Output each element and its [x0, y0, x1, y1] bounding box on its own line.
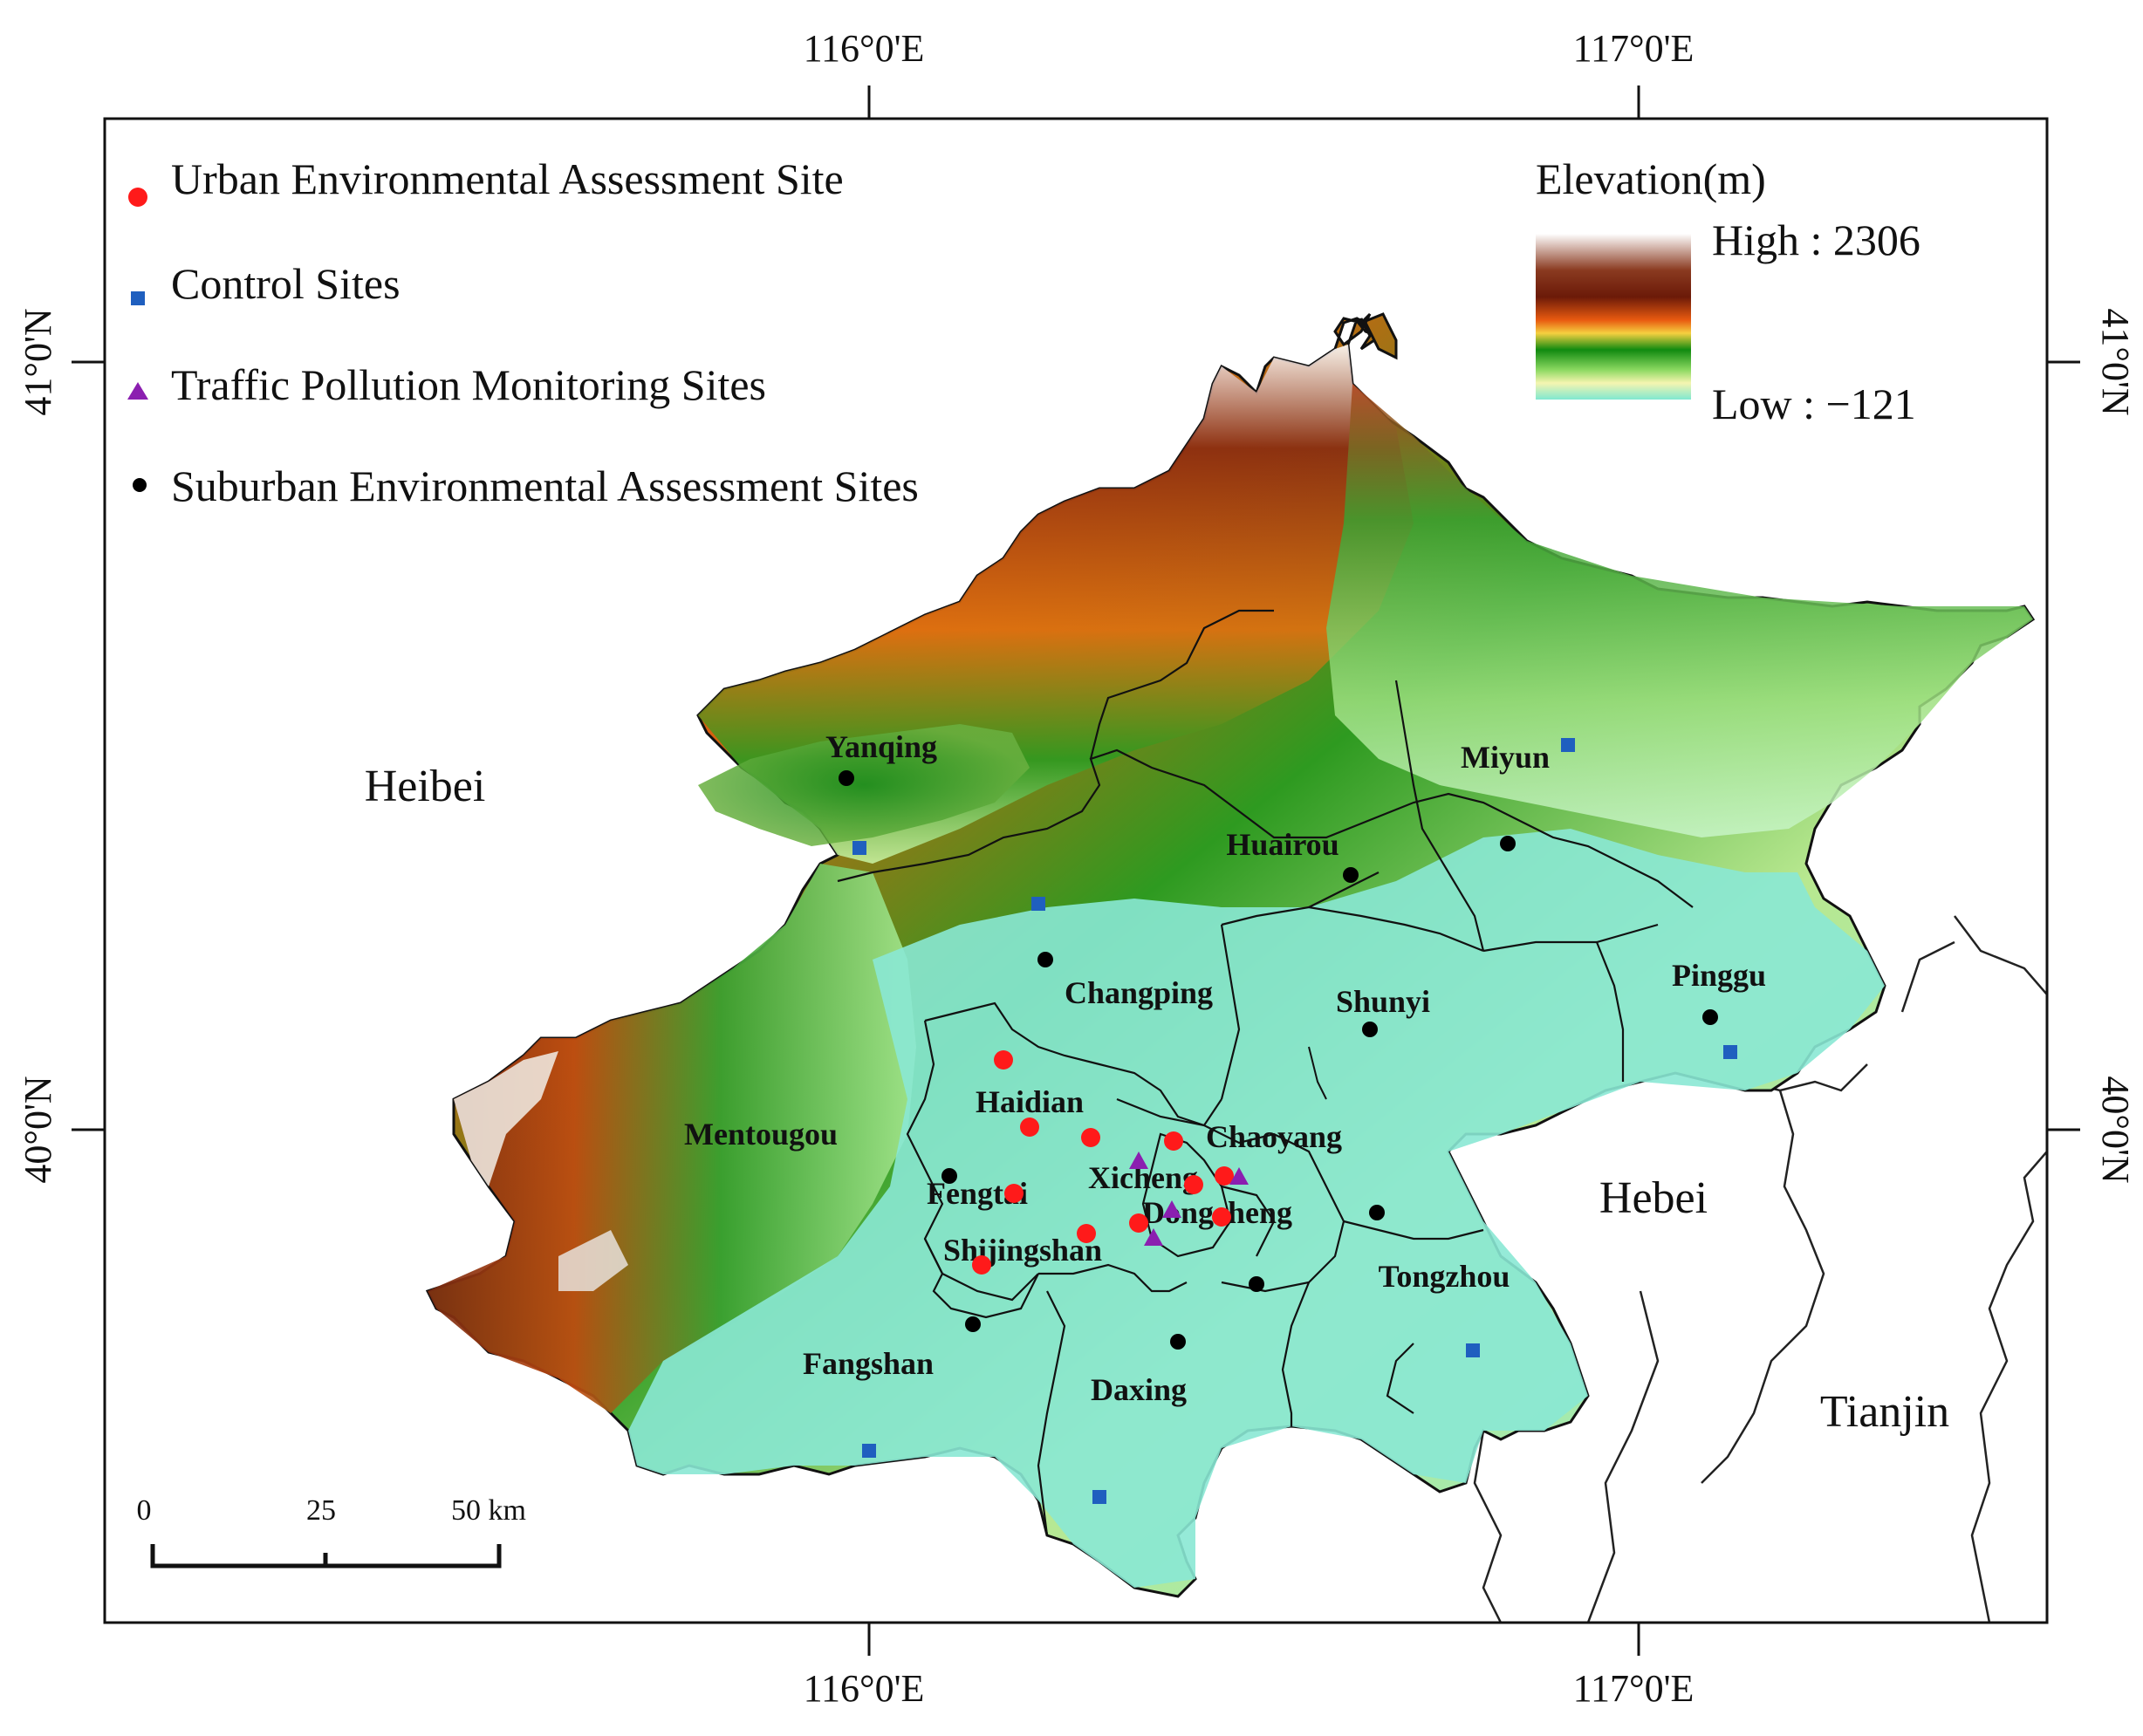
district-label-pinggu: Pinggu: [1672, 958, 1766, 993]
lat-label-left-41: 41°0'N: [17, 308, 59, 415]
region-label-hebei: Hebei: [1599, 1173, 1708, 1223]
urban-site-marker: [1004, 1184, 1024, 1203]
district-label-shunyi: Shunyi: [1336, 984, 1430, 1019]
legend-symbol-control: [131, 291, 145, 305]
legend-label-traffic: Traffic Pollution Monitoring Sites: [171, 360, 766, 409]
legend-label-control: Control Sites: [171, 259, 401, 308]
graticule-ticks: [72, 85, 2080, 1656]
control-site-marker: [852, 841, 866, 855]
urban-site-marker: [1215, 1166, 1234, 1186]
lon-label-bottom-116: 116°0'E: [804, 1667, 925, 1710]
urban-site-marker: [1081, 1128, 1100, 1147]
control-site-marker: [1092, 1490, 1106, 1504]
control-site-marker: [1561, 738, 1575, 752]
control-sites: [852, 738, 1737, 1504]
district-label-tongzhou: Tongzhou: [1379, 1259, 1510, 1294]
urban-site-marker: [1077, 1224, 1096, 1243]
district-labels: Yanqing Miyun Huairou Changping Shunyi P…: [684, 729, 1766, 1407]
urban-site-marker: [1164, 1131, 1183, 1151]
urban-site-marker: [1129, 1213, 1148, 1233]
urban-site-marker: [972, 1255, 991, 1275]
traffic-site-marker: [1129, 1152, 1148, 1169]
legend-symbol-urban: [128, 188, 147, 207]
suburban-site-marker: [1369, 1205, 1385, 1220]
suburban-site-marker: [1037, 952, 1053, 967]
elevation-low-label: Low : −121: [1712, 379, 1916, 428]
scale-bar-line: [150, 1544, 502, 1569]
lat-label-right-40: 40°0'N: [2094, 1076, 2137, 1183]
suburban-sites: [839, 770, 1718, 1350]
control-site-marker: [1031, 897, 1045, 911]
scale-tick-50: 50 km: [451, 1494, 526, 1527]
suburban-site-marker: [839, 770, 854, 786]
legend: Urban Environmental Assessment Site Cont…: [127, 154, 919, 510]
district-label-miyun: Miyun: [1461, 740, 1550, 775]
district-label-yanqing: Yanqing: [825, 729, 937, 764]
elevation-legend: Elevation(m) High : 2306 Low : −121: [1536, 154, 1920, 428]
district-label-haidian: Haidian: [976, 1084, 1084, 1119]
suburban-site-marker: [1702, 1009, 1718, 1025]
lon-label-top-117: 117°0'E: [1573, 27, 1695, 70]
legend-label-suburban: Suburban Environmental Assessment Sites: [171, 461, 919, 510]
lon-label-top-116: 116°0'E: [804, 27, 925, 70]
scale-tick-25: 25: [306, 1494, 336, 1527]
suburban-site-marker: [1362, 1022, 1378, 1037]
suburban-site-marker: [1500, 836, 1516, 851]
scale-tick-0: 0: [137, 1494, 152, 1527]
control-site-marker: [862, 1444, 876, 1458]
lon-label-bottom-117: 117°0'E: [1573, 1667, 1695, 1710]
control-site-marker: [1466, 1343, 1480, 1357]
urban-site-marker: [1020, 1117, 1039, 1137]
scale-bar: 0 25 50 km: [137, 1494, 526, 1569]
district-label-fangshan: Fangshan: [803, 1346, 934, 1381]
district-label-mentougou: Mentougou: [684, 1117, 838, 1152]
district-label-chaoyang: Chaoyang: [1206, 1119, 1342, 1154]
urban-site-marker: [994, 1050, 1013, 1070]
district-label-shijingshan: Shijingshan: [943, 1233, 1102, 1268]
suburban-site-marker: [1343, 867, 1359, 883]
lat-label-right-41: 41°0'N: [2094, 308, 2137, 415]
urban-sites: [972, 1050, 1234, 1275]
district-label-changping: Changping: [1065, 975, 1213, 1010]
traffic-site-marker: [1162, 1200, 1181, 1218]
control-site-marker: [1723, 1045, 1737, 1059]
suburban-site-marker: [941, 1168, 957, 1184]
suburban-site-marker: [1249, 1276, 1264, 1292]
elevation-high-label: High : 2306: [1712, 215, 1920, 264]
beijing-terrain: [425, 312, 2036, 1598]
district-label-daxing: Daxing: [1091, 1372, 1187, 1407]
suburban-site-marker: [1170, 1334, 1186, 1350]
district-boundaries: [837, 609, 1694, 1536]
traffic-site-marker: [1229, 1167, 1249, 1185]
map-frame: [103, 117, 2049, 1624]
legend-symbol-traffic: [127, 382, 148, 400]
legend-symbol-suburban: [133, 478, 147, 492]
river-detail: [1308, 1046, 1327, 1100]
region-label-tianjin: Tianjin: [1820, 1387, 1949, 1437]
legend-label-urban: Urban Environmental Assessment Site: [171, 154, 844, 203]
suburban-site-marker: [965, 1316, 981, 1332]
elevation-color-ramp: [1536, 234, 1691, 400]
lat-label-left-40: 40°0'N: [17, 1076, 59, 1183]
region-label-heibei: Heibei: [365, 762, 486, 811]
urban-site-marker: [1184, 1175, 1203, 1194]
traffic-site-marker: [1144, 1228, 1163, 1246]
urban-site-marker: [1212, 1207, 1231, 1227]
district-label-huairou: Huairou: [1226, 827, 1339, 862]
traffic-sites: [1129, 1152, 1249, 1246]
elevation-legend-title: Elevation(m): [1536, 154, 1766, 203]
